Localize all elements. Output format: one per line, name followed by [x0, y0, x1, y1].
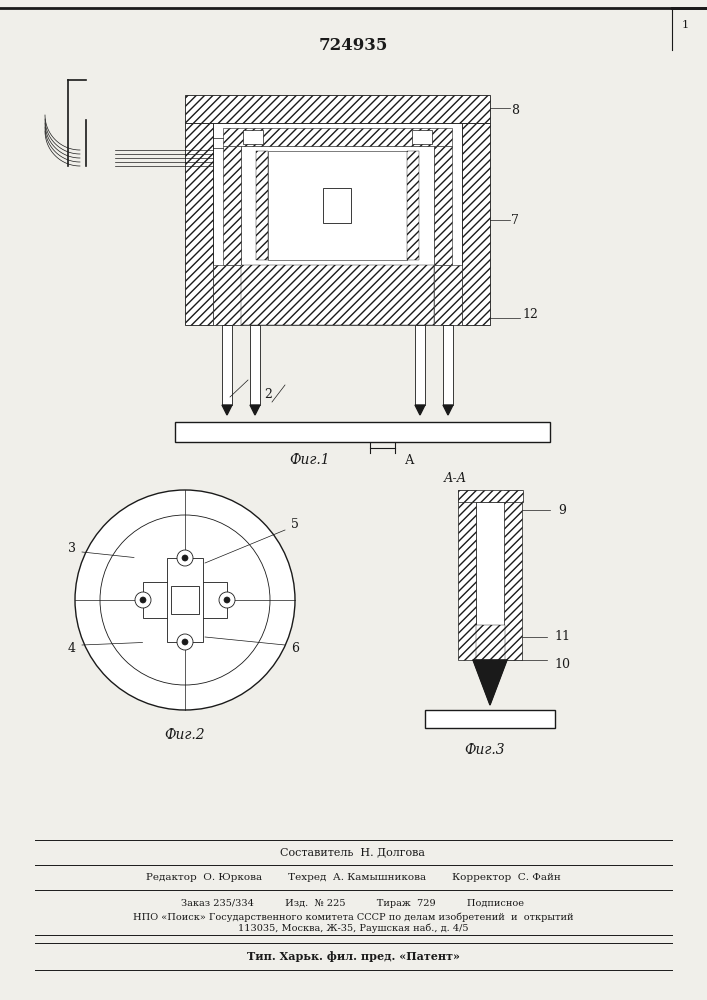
Bar — [167, 558, 203, 642]
Text: 10: 10 — [554, 658, 570, 672]
Polygon shape — [473, 660, 507, 705]
Bar — [268, 151, 407, 260]
Text: 2: 2 — [264, 388, 272, 401]
Text: 8: 8 — [511, 104, 519, 116]
Bar — [243, 130, 263, 144]
Bar — [434, 146, 452, 265]
Text: Фиг.1: Фиг.1 — [290, 453, 330, 467]
Text: 4: 4 — [68, 642, 76, 654]
Bar — [256, 151, 268, 260]
Text: 724935: 724935 — [318, 36, 387, 53]
Text: 113035, Москва, Ж-35, Раушская наб., д. 4/5: 113035, Москва, Ж-35, Раушская наб., д. … — [238, 923, 468, 933]
Bar — [143, 582, 227, 618]
Bar — [223, 146, 241, 265]
Text: 3: 3 — [68, 542, 76, 554]
Text: 9: 9 — [558, 504, 566, 516]
Circle shape — [219, 592, 235, 608]
Bar — [476, 625, 505, 660]
Text: 1: 1 — [221, 383, 229, 396]
Circle shape — [177, 550, 193, 566]
Text: Фиг.2: Фиг.2 — [165, 728, 205, 742]
Bar — [250, 325, 260, 405]
Bar — [185, 95, 490, 123]
Bar — [213, 123, 462, 325]
Text: А-А: А-А — [443, 472, 467, 485]
Bar — [412, 130, 432, 144]
Bar — [504, 490, 522, 660]
Bar — [241, 146, 434, 265]
Polygon shape — [415, 405, 425, 415]
Bar — [458, 490, 523, 502]
Circle shape — [135, 592, 151, 608]
Circle shape — [224, 597, 230, 603]
Text: А: А — [405, 454, 415, 466]
Polygon shape — [250, 405, 260, 415]
Text: 11: 11 — [554, 631, 570, 644]
Bar — [324, 188, 351, 223]
Text: 12: 12 — [522, 308, 538, 322]
Text: Заказ 235/334          Изд.  № 225          Тираж  729          Подписное: Заказ 235/334 Изд. № 225 Тираж 729 Подпи… — [182, 900, 525, 908]
Text: 5: 5 — [291, 518, 299, 532]
Bar — [222, 325, 232, 405]
Bar — [462, 123, 490, 325]
Bar — [443, 325, 453, 405]
Bar — [476, 502, 505, 660]
Bar — [434, 265, 462, 325]
Text: 6: 6 — [291, 642, 299, 654]
Text: 1: 1 — [682, 20, 689, 30]
Circle shape — [100, 515, 270, 685]
Circle shape — [140, 597, 146, 603]
Bar — [185, 123, 213, 325]
Bar — [241, 265, 434, 325]
Bar — [415, 325, 425, 405]
Text: 7: 7 — [511, 214, 519, 227]
Bar — [458, 490, 476, 660]
Bar — [171, 586, 199, 614]
Circle shape — [75, 490, 295, 710]
Text: Тип. Харьк. фил. пред. «Патент»: Тип. Харьк. фил. пред. «Патент» — [247, 952, 460, 962]
Bar — [407, 151, 419, 260]
Polygon shape — [222, 405, 232, 415]
Circle shape — [182, 555, 188, 561]
Polygon shape — [443, 405, 453, 415]
Text: Фиг.3: Фиг.3 — [464, 743, 506, 757]
Text: Редактор  О. Юркова        Техред  А. Камышникова        Корректор  С. Файн: Редактор О. Юркова Техред А. Камышникова… — [146, 873, 561, 882]
Bar — [223, 128, 452, 146]
Text: НПО «Поиск» Государственного комитета СССР по делам изобретений  и  открытий: НПО «Поиск» Государственного комитета СС… — [133, 912, 573, 922]
Text: Составитель  Н. Долгова: Составитель Н. Долгова — [281, 848, 426, 857]
Circle shape — [182, 639, 188, 645]
Text: 4: 4 — [375, 245, 382, 255]
Bar — [213, 265, 241, 325]
Bar — [425, 710, 555, 728]
Bar — [175, 422, 550, 442]
Circle shape — [177, 634, 193, 650]
